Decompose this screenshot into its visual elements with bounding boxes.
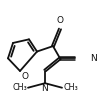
Text: CH₃: CH₃ [63,83,78,92]
Text: O: O [22,72,29,81]
Text: CH₃: CH₃ [12,83,27,92]
Text: O: O [56,16,64,25]
Text: N: N [42,84,48,93]
Text: N: N [90,54,97,63]
